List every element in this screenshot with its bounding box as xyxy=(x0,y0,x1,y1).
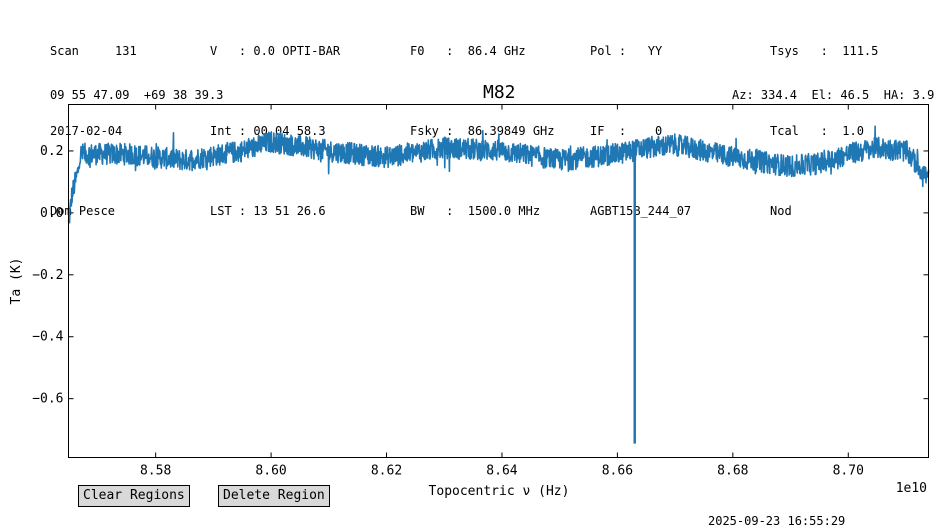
f0-label: F0 : 86.4 GHz xyxy=(410,44,526,58)
procedure-label: Nod xyxy=(770,204,792,218)
plot-frame xyxy=(68,104,929,458)
azel-label: Az: 334.4 El: 46.5 HA: 3.9 xyxy=(732,88,935,102)
y-tick-label: −0.2 xyxy=(32,268,63,283)
x-tick-label: 8.62 xyxy=(371,464,402,479)
integration-label: Int : 00 04 58.3 xyxy=(210,124,326,138)
y-tick-label: −0.6 xyxy=(32,392,63,407)
header-col5: Tsys : 111.5 Tcal : 1.0 Nod xyxy=(770,16,878,232)
project-label: AGBT15B_244_07 xyxy=(590,204,692,218)
x-axis-label: Topocentric ν (Hz) xyxy=(429,484,570,499)
radec-label: 09 55 47.09 +69 38 39.3 xyxy=(50,88,224,102)
tcal-label: Tcal : 1.0 xyxy=(770,124,864,138)
x-tick-label: 8.64 xyxy=(486,464,517,479)
y-tick-label: 0.0 xyxy=(40,206,63,221)
y-tick-label: −0.4 xyxy=(32,330,63,345)
header-col2: V : 0.0 OPTI-BAR Int : 00 04 58.3 LST : … xyxy=(210,16,340,232)
tsys-label: Tsys : 111.5 xyxy=(770,44,879,58)
x-tick-label: 8.58 xyxy=(140,464,171,479)
observer-label: Dom Pesce xyxy=(50,204,116,218)
spectrum-line xyxy=(67,125,930,224)
if-label: IF : 0 xyxy=(590,124,663,138)
velocity-label: V : 0.0 OPTI-BAR xyxy=(210,44,341,58)
bw-label: BW : 1500.0 MHz xyxy=(410,204,541,218)
x-tick-label: 8.60 xyxy=(255,464,286,479)
x-tick-label: 8.66 xyxy=(602,464,633,479)
pol-label: Pol : YY xyxy=(590,44,663,58)
x-tick-label: 8.68 xyxy=(717,464,748,479)
x-tick-label: 8.70 xyxy=(833,464,864,479)
x-offset-label: 1e10 xyxy=(896,481,927,496)
timestamp: 2025-09-23 16:55:29 xyxy=(708,514,846,528)
chart-title: M82 xyxy=(483,82,516,103)
scan-label: Scan 131 xyxy=(50,44,137,58)
lst-label: LST : 13 51 26.6 xyxy=(210,204,326,218)
header-col4: Pol : YY IF : 0 AGBT15B_244_07 xyxy=(590,16,691,232)
y-tick-label: 0.2 xyxy=(40,144,63,159)
y-axis-label: Ta (K) xyxy=(9,258,24,305)
clear-regions-button[interactable]: Clear Regions xyxy=(78,485,190,507)
delete-region-button[interactable]: Delete Region xyxy=(218,485,330,507)
